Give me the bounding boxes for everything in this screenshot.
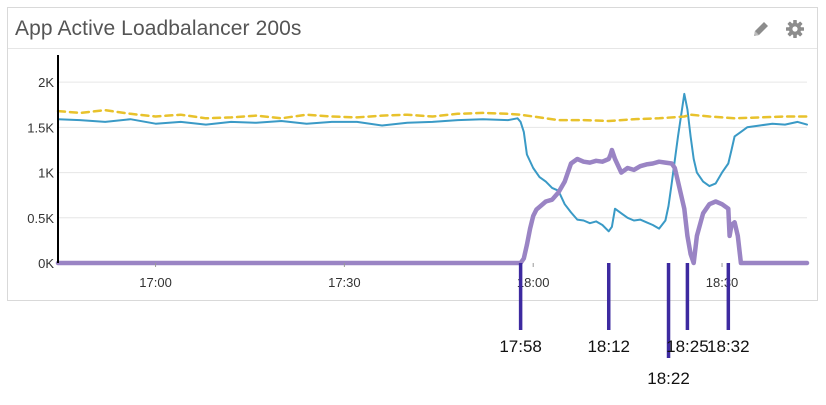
series-group <box>55 92 810 266</box>
event-marker-label: 18:32 <box>707 337 750 356</box>
series-line-3 <box>55 147 810 266</box>
gear-icon[interactable] <box>784 18 806 40</box>
grid <box>58 81 807 219</box>
series-line-1 <box>57 92 808 233</box>
chart-panel: App Active Loadbalancer 200s <box>7 7 818 301</box>
axes: 0K 0.5K 1K 1.5K 2K 17:00 17:30 18:00 18:30 <box>27 55 738 290</box>
event-marker-label: 18:22 <box>647 369 690 388</box>
pencil-icon[interactable] <box>750 18 772 40</box>
event-marker-label: 18:25 <box>666 337 709 356</box>
y-tick-label: 0K <box>38 256 54 271</box>
event-marker-label: 18:12 <box>587 337 630 356</box>
x-tick-label: 17:30 <box>328 275 361 290</box>
y-tick-label: 1K <box>38 166 54 181</box>
series-line-2 <box>56 108 809 123</box>
x-tick-label: 18:00 <box>517 275 550 290</box>
y-tick-label: 0.5K <box>27 211 54 226</box>
event-marker-label: 17:58 <box>499 337 542 356</box>
y-tick-label: 2K <box>38 75 54 90</box>
panel-header: App Active Loadbalancer 200s <box>8 8 817 49</box>
x-tick-label: 17:00 <box>139 275 172 290</box>
panel-title: App Active Loadbalancer 200s <box>15 17 302 40</box>
x-tick-label: 18:30 <box>706 275 739 290</box>
y-tick-label: 1.5K <box>27 120 54 135</box>
